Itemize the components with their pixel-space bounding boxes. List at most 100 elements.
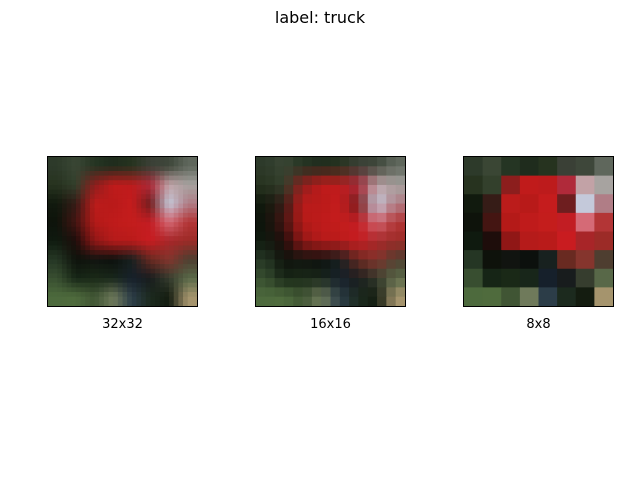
image-pixel — [80, 268, 86, 275]
image-pixel — [155, 166, 161, 172]
image-pixel — [136, 236, 142, 242]
image-pixel — [103, 268, 110, 275]
image-pixel — [311, 157, 322, 167]
image-pixel — [339, 287, 350, 298]
image-pixel — [173, 278, 179, 284]
image-pixel — [75, 236, 82, 242]
image-pixel — [108, 282, 114, 288]
image-pixel — [94, 175, 100, 181]
image-pixel — [192, 166, 197, 172]
image-pixel — [159, 189, 166, 195]
image-pixel — [575, 175, 595, 195]
image-pixel — [113, 301, 119, 306]
image-pixel — [94, 278, 100, 284]
image-pixel — [57, 217, 63, 223]
image-pixel — [71, 259, 77, 265]
image-pixel — [66, 157, 72, 163]
image-pixel — [183, 245, 189, 251]
image-pixel — [367, 231, 378, 242]
image-pixel — [117, 226, 124, 233]
image-pixel — [94, 203, 100, 209]
image-pixel — [103, 170, 110, 177]
image-pixel — [131, 166, 138, 172]
image-pixel — [61, 217, 68, 223]
image-pixel — [113, 217, 119, 223]
image-pixel — [358, 194, 369, 205]
image-pixel — [94, 170, 100, 177]
image-pixel — [283, 259, 294, 270]
image-pixel — [75, 198, 82, 205]
image-pixel — [85, 259, 91, 265]
image-pixel — [482, 157, 502, 177]
image-pixel — [80, 198, 86, 205]
image-pixel — [71, 175, 77, 181]
image-pixel — [80, 222, 86, 228]
image-pixel — [155, 268, 161, 275]
image-pixel — [367, 203, 378, 214]
image-pixel — [377, 240, 387, 251]
image-pixel — [61, 296, 68, 302]
image-pixel — [66, 208, 72, 214]
image-pixel — [66, 296, 72, 302]
image-pixel — [173, 180, 179, 186]
image-pixel — [464, 287, 484, 306]
image-pixel — [178, 203, 184, 209]
image-pixel — [395, 166, 405, 177]
image-pixel — [164, 240, 170, 247]
image-pixel — [108, 175, 114, 181]
image-pixel — [169, 254, 175, 261]
image-pixel — [164, 245, 170, 251]
image-pixel — [141, 292, 147, 298]
image-pixel — [192, 198, 197, 205]
image-pixel — [71, 189, 77, 195]
image-pixel — [464, 212, 484, 233]
image-pixel — [169, 170, 175, 177]
image-pixel — [187, 268, 193, 275]
image-pixel — [99, 226, 105, 233]
image-pixel — [501, 157, 521, 177]
image-pixel — [71, 161, 77, 167]
image-pixel — [155, 273, 161, 279]
image-pixel — [136, 282, 142, 288]
image-pixel — [71, 287, 77, 293]
image-pixel — [283, 287, 294, 298]
image-pixel — [127, 184, 133, 191]
image-pixel — [178, 198, 184, 205]
image-pixel — [48, 236, 54, 242]
image-pixel — [192, 245, 197, 251]
image-pixel — [169, 184, 175, 191]
image-pixel — [173, 259, 179, 265]
image-pixel — [150, 301, 156, 306]
image-pixel — [136, 166, 142, 172]
image-pixel — [164, 264, 170, 270]
image-pixel — [145, 170, 152, 177]
image-pixel — [113, 157, 119, 163]
image-pixel — [75, 296, 82, 302]
image-pixel — [178, 278, 184, 284]
image-pixel — [169, 203, 175, 209]
image-pixel — [145, 208, 152, 214]
image-pixel — [187, 157, 193, 163]
image-pixel — [178, 157, 184, 163]
image-pixel — [103, 245, 110, 251]
image-pixel — [52, 231, 58, 237]
image-pixel — [108, 245, 114, 251]
image-pixel — [108, 208, 114, 214]
image-pixel — [48, 226, 54, 233]
image-pixel — [61, 208, 68, 214]
image-pixel — [159, 301, 166, 306]
image-pixel — [113, 296, 119, 302]
image-pixel — [71, 292, 77, 298]
image-pixel — [52, 208, 58, 214]
image-pixel — [395, 278, 405, 288]
image-pixel — [131, 194, 138, 200]
image-pixel — [136, 161, 142, 167]
image-pixel — [71, 166, 77, 172]
image-pixel — [145, 226, 152, 233]
image-pixel — [293, 259, 304, 270]
image-pixel — [145, 245, 152, 251]
image-pixel — [183, 259, 189, 265]
image-pixel — [75, 301, 82, 306]
image-pixel — [136, 287, 142, 293]
image-pixel — [164, 208, 170, 214]
